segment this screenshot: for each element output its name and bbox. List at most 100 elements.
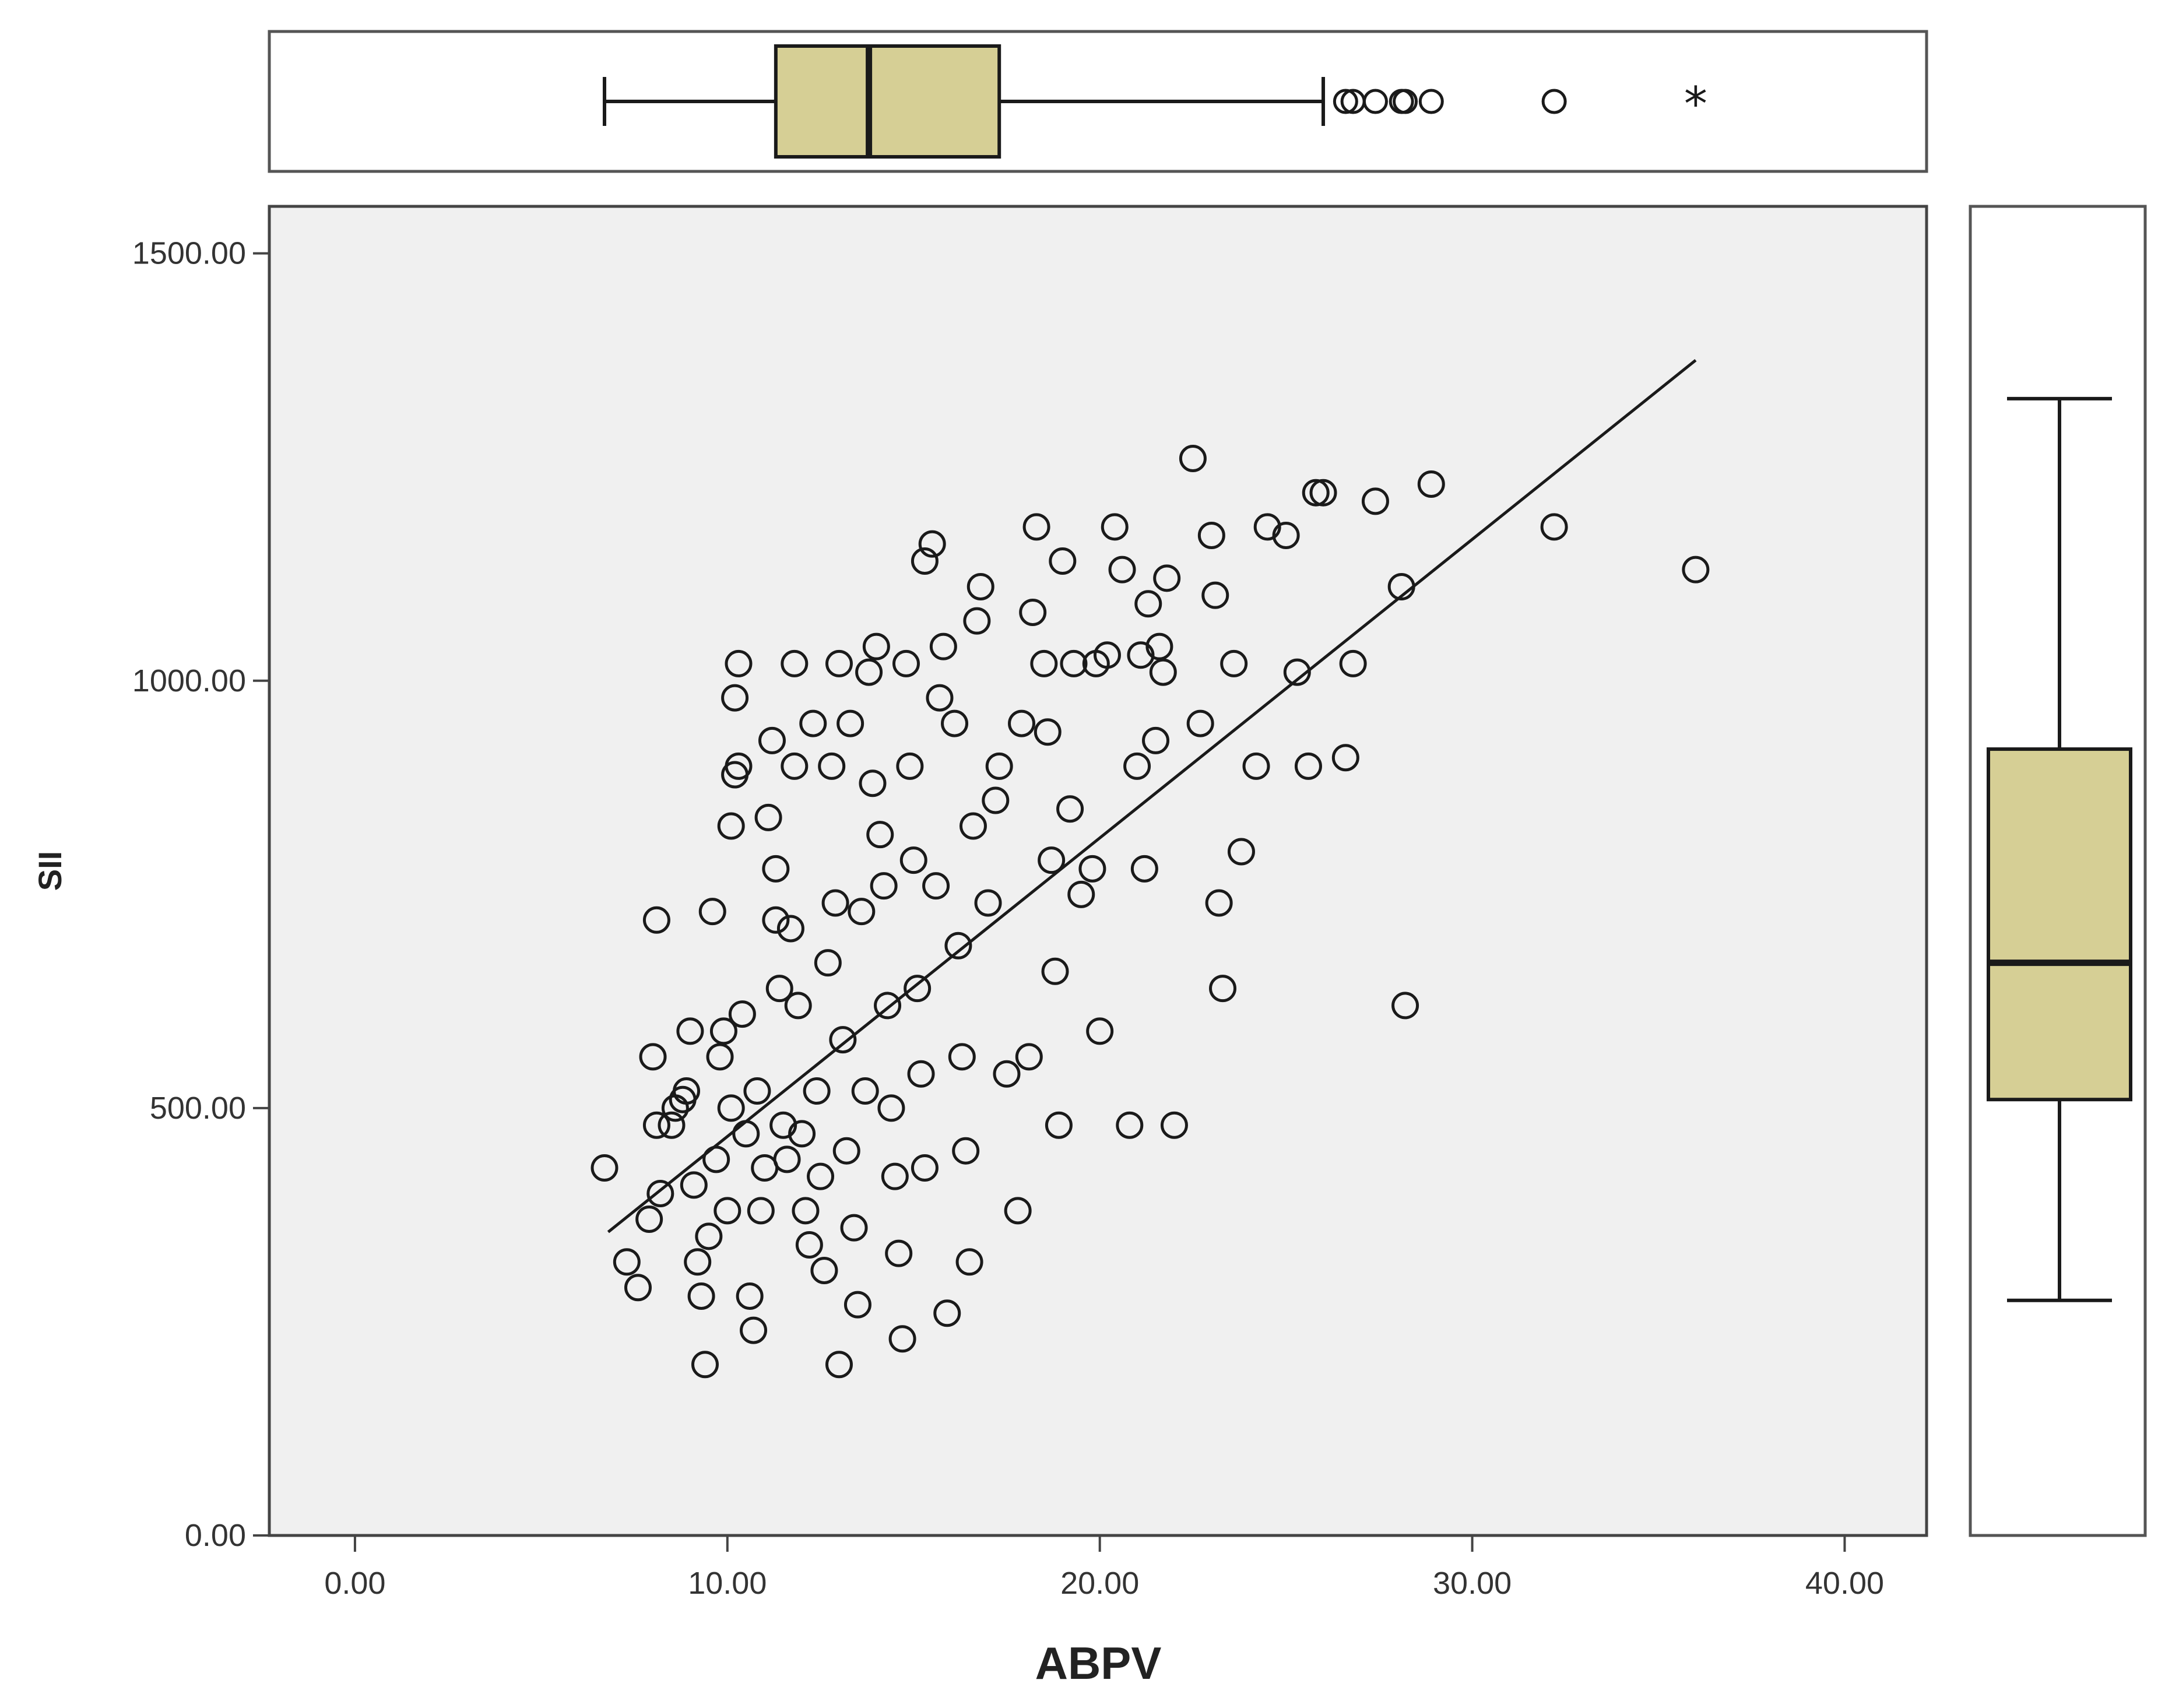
scatter-point — [728, 1000, 756, 1028]
scatter-point — [743, 1077, 771, 1105]
chart-marks: 0.00 10.00 20.00 30.00 40.00 0.00 500.00 1000.0… — [132, 44, 2132, 1601]
scatter-point — [684, 1248, 712, 1276]
scatter-point — [810, 1256, 838, 1284]
scatter-point — [695, 1222, 723, 1250]
scatter-point — [676, 1017, 704, 1045]
scatter-point — [721, 684, 749, 712]
y-tick-label: 1000.00 — [132, 663, 246, 698]
scatter-point — [803, 1077, 831, 1105]
scatter-point — [1086, 1017, 1114, 1045]
scatter-point — [1540, 513, 1568, 541]
scatter-point — [1153, 564, 1181, 592]
scatter-point — [807, 1162, 835, 1190]
scatter-point — [955, 1248, 983, 1276]
scatter-point — [781, 752, 809, 780]
scatter-point — [993, 1060, 1021, 1088]
scatter-point — [888, 1325, 916, 1353]
scatter-point — [1179, 445, 1207, 473]
scatter-point — [1417, 470, 1445, 498]
scatter-point — [1682, 556, 1710, 584]
scatter-point — [762, 855, 790, 883]
scatter-point — [1041, 957, 1069, 985]
scatter-point — [1331, 744, 1359, 772]
scatter-point — [1253, 513, 1281, 541]
scatter-point — [1309, 479, 1337, 507]
scatter-point — [1108, 556, 1136, 584]
scatter-point — [725, 649, 753, 677]
scatter-point — [717, 812, 745, 840]
scatter-point — [1101, 513, 1129, 541]
y-tick-label: 0.00 — [185, 1518, 246, 1553]
scatter-point — [1034, 718, 1062, 746]
scatter-point — [825, 1351, 853, 1379]
scatter-point — [1116, 1111, 1144, 1139]
scatter-point — [1022, 513, 1050, 541]
scatter-point — [944, 932, 972, 960]
scatter-point — [725, 752, 753, 780]
scatter-point — [874, 992, 902, 1020]
scatter-point — [959, 812, 987, 840]
scatter-point — [736, 1282, 764, 1310]
scatter-point — [639, 1043, 667, 1071]
scatter-point — [754, 803, 782, 831]
scatter-point — [866, 821, 894, 849]
scatter-point — [929, 632, 957, 660]
y-axis-title: SII — [31, 851, 68, 891]
x-box-outlier — [1333, 89, 1358, 114]
scatter-point — [885, 1239, 913, 1267]
scatter-point — [1361, 487, 1389, 515]
scatter-point — [784, 992, 812, 1020]
scatter-point — [769, 1111, 797, 1139]
scatter-point — [948, 1043, 976, 1071]
scatter-point — [758, 726, 786, 754]
scatter-point — [1283, 658, 1311, 686]
scatter-point — [1067, 880, 1095, 908]
scatter-point — [1030, 649, 1058, 677]
scatter-point — [1149, 658, 1177, 686]
scatter-point — [635, 1205, 663, 1233]
scatter-point — [926, 684, 954, 712]
scatter-point — [762, 906, 790, 934]
scatter-point — [870, 872, 898, 900]
scatter-point — [837, 709, 864, 737]
scatter-point — [680, 1171, 708, 1199]
scatter-point — [773, 1145, 801, 1173]
x-tick-label: 20.00 — [1060, 1566, 1139, 1601]
scatter-point — [740, 1316, 768, 1344]
scatter-point — [844, 1291, 871, 1319]
x-box-outlier — [1418, 89, 1444, 114]
scatter-point — [765, 975, 793, 1003]
scatter-point — [1197, 522, 1225, 550]
scatter-point — [877, 1094, 905, 1122]
scatter-point — [687, 1282, 715, 1310]
scatter-point — [892, 649, 920, 677]
scatter-point — [776, 915, 804, 943]
scatter-point — [851, 1077, 879, 1105]
scatter-point — [881, 1162, 909, 1190]
scatter-point — [1045, 1111, 1073, 1139]
scatter-point — [1186, 709, 1214, 737]
regression-line — [607, 359, 1697, 1233]
x-box-outlier — [1393, 89, 1418, 114]
x-tick-label: 0.00 — [324, 1566, 385, 1601]
scatter-point — [1008, 709, 1036, 737]
scatter-point — [1302, 479, 1330, 507]
scatter-point — [714, 1197, 741, 1225]
scatter-point — [829, 1026, 857, 1054]
scatter-point — [1123, 752, 1151, 780]
scatter-point — [1205, 889, 1233, 917]
scatter-point — [1145, 632, 1173, 660]
scatter-point — [1093, 641, 1121, 669]
scatter-point — [1201, 581, 1229, 609]
x-tick-label: 10.00 — [688, 1566, 767, 1601]
scatter-point — [1056, 795, 1084, 823]
scatter-point — [862, 632, 890, 660]
scatter-point — [974, 889, 1002, 917]
scatter-point — [899, 846, 927, 874]
scatter-point — [918, 530, 946, 558]
scatter-point — [613, 1248, 641, 1276]
scatter-point — [698, 898, 726, 926]
scatter-point — [848, 898, 876, 926]
